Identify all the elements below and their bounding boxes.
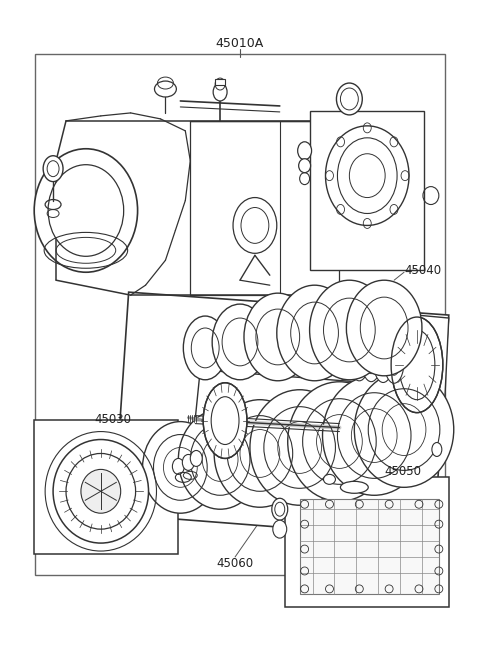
Ellipse shape [347,280,422,376]
Ellipse shape [288,382,391,501]
Ellipse shape [273,520,287,538]
Ellipse shape [81,470,120,514]
Ellipse shape [310,280,389,380]
Bar [215,79,225,85]
Ellipse shape [250,390,349,505]
Ellipse shape [43,156,63,181]
Text: 45030: 45030 [94,413,131,426]
Ellipse shape [336,83,362,115]
Ellipse shape [272,498,288,520]
Ellipse shape [182,455,194,470]
Polygon shape [190,370,369,479]
Ellipse shape [361,338,381,382]
Bar [285,477,449,607]
Text: 45040: 45040 [404,264,441,277]
Ellipse shape [172,458,184,474]
Ellipse shape [66,453,136,529]
Ellipse shape [214,400,306,507]
Polygon shape [305,305,449,420]
Ellipse shape [48,164,124,256]
Ellipse shape [432,443,442,457]
Ellipse shape [143,422,218,514]
Ellipse shape [335,336,354,380]
Ellipse shape [212,304,268,380]
Ellipse shape [340,481,368,493]
Ellipse shape [53,440,148,543]
Ellipse shape [183,316,227,380]
Ellipse shape [354,372,454,487]
Bar [34,420,179,554]
Ellipse shape [233,198,277,253]
Ellipse shape [203,383,247,458]
Bar [300,499,439,594]
Ellipse shape [323,376,426,495]
Ellipse shape [299,159,311,173]
Text: 45060: 45060 [216,557,253,571]
Ellipse shape [179,409,262,509]
Ellipse shape [211,397,239,445]
Ellipse shape [190,451,202,466]
Bar [310,111,424,271]
Ellipse shape [349,337,369,381]
Ellipse shape [373,339,393,383]
Bar [190,121,339,295]
Ellipse shape [325,126,409,225]
Ellipse shape [34,149,138,272]
Bar [35,54,445,575]
Ellipse shape [391,317,443,413]
Ellipse shape [298,141,312,160]
Polygon shape [114,292,449,539]
Ellipse shape [384,339,404,383]
Text: 45010A: 45010A [216,37,264,50]
Ellipse shape [277,285,352,381]
Text: 45050: 45050 [384,465,421,478]
Ellipse shape [213,83,227,101]
Ellipse shape [324,474,336,484]
Ellipse shape [244,293,312,381]
Ellipse shape [155,81,176,97]
